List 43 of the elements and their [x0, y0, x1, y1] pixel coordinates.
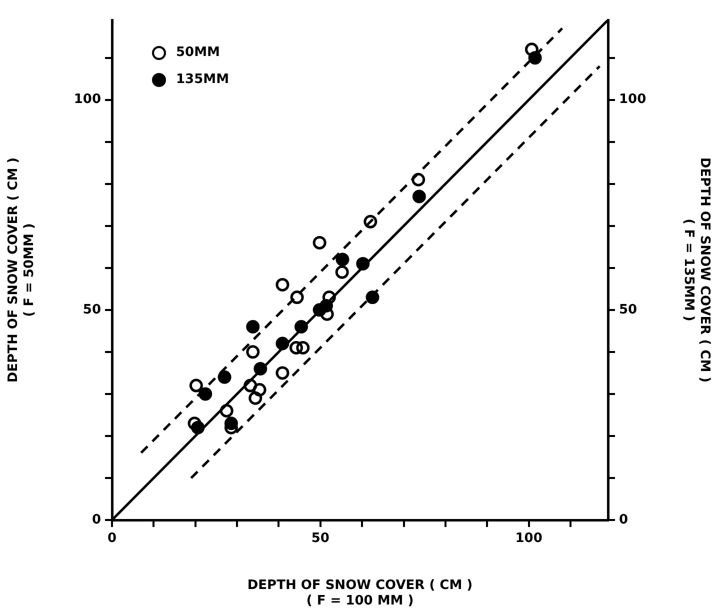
point [189, 378, 203, 392]
y-tick-label: 100 [74, 92, 101, 108]
point [364, 214, 378, 228]
point [412, 172, 426, 186]
x-tick-label: 0 [107, 531, 117, 546]
y-tick-label: 0 [92, 512, 101, 528]
point [220, 404, 234, 418]
point [412, 190, 426, 204]
y2-tick-label: 0 [619, 512, 628, 528]
point [322, 290, 336, 304]
legend-label: 50MM [176, 45, 220, 60]
point [289, 340, 303, 354]
point [252, 383, 266, 396]
point [244, 378, 258, 392]
y-axis-title: DEPTH OF SNOW COVER ( CM ) ( F = 50MM ) [6, 157, 37, 383]
point [296, 340, 310, 354]
point [366, 290, 380, 304]
point [246, 320, 260, 334]
point [254, 362, 268, 376]
y2-tick-label: 50 [619, 302, 638, 318]
point [524, 42, 538, 56]
point [336, 252, 350, 266]
point [294, 320, 308, 334]
y2-axis-title: DEPTH OF SNOW COVER ( CM ) ( F = 135MM ) [681, 157, 712, 383]
point [218, 370, 232, 384]
x-tick-label: 100 [515, 531, 542, 546]
point [356, 256, 370, 270]
point [290, 290, 304, 304]
point [246, 345, 260, 359]
point [335, 265, 349, 279]
x-tick-label: 50 [311, 531, 330, 546]
point [320, 307, 334, 321]
point [248, 391, 262, 405]
legend-label: 135MM [176, 72, 230, 87]
point [198, 387, 212, 401]
y2-tick-label: 100 [619, 92, 646, 108]
x-axis-title: DEPTH OF SNOW COVER ( CM ) ( F = 100 MM ) [247, 578, 473, 609]
point [276, 336, 290, 350]
point [312, 236, 326, 250]
point [276, 366, 290, 380]
point [276, 278, 290, 292]
y-tick-label: 50 [82, 302, 101, 318]
point [188, 416, 202, 430]
